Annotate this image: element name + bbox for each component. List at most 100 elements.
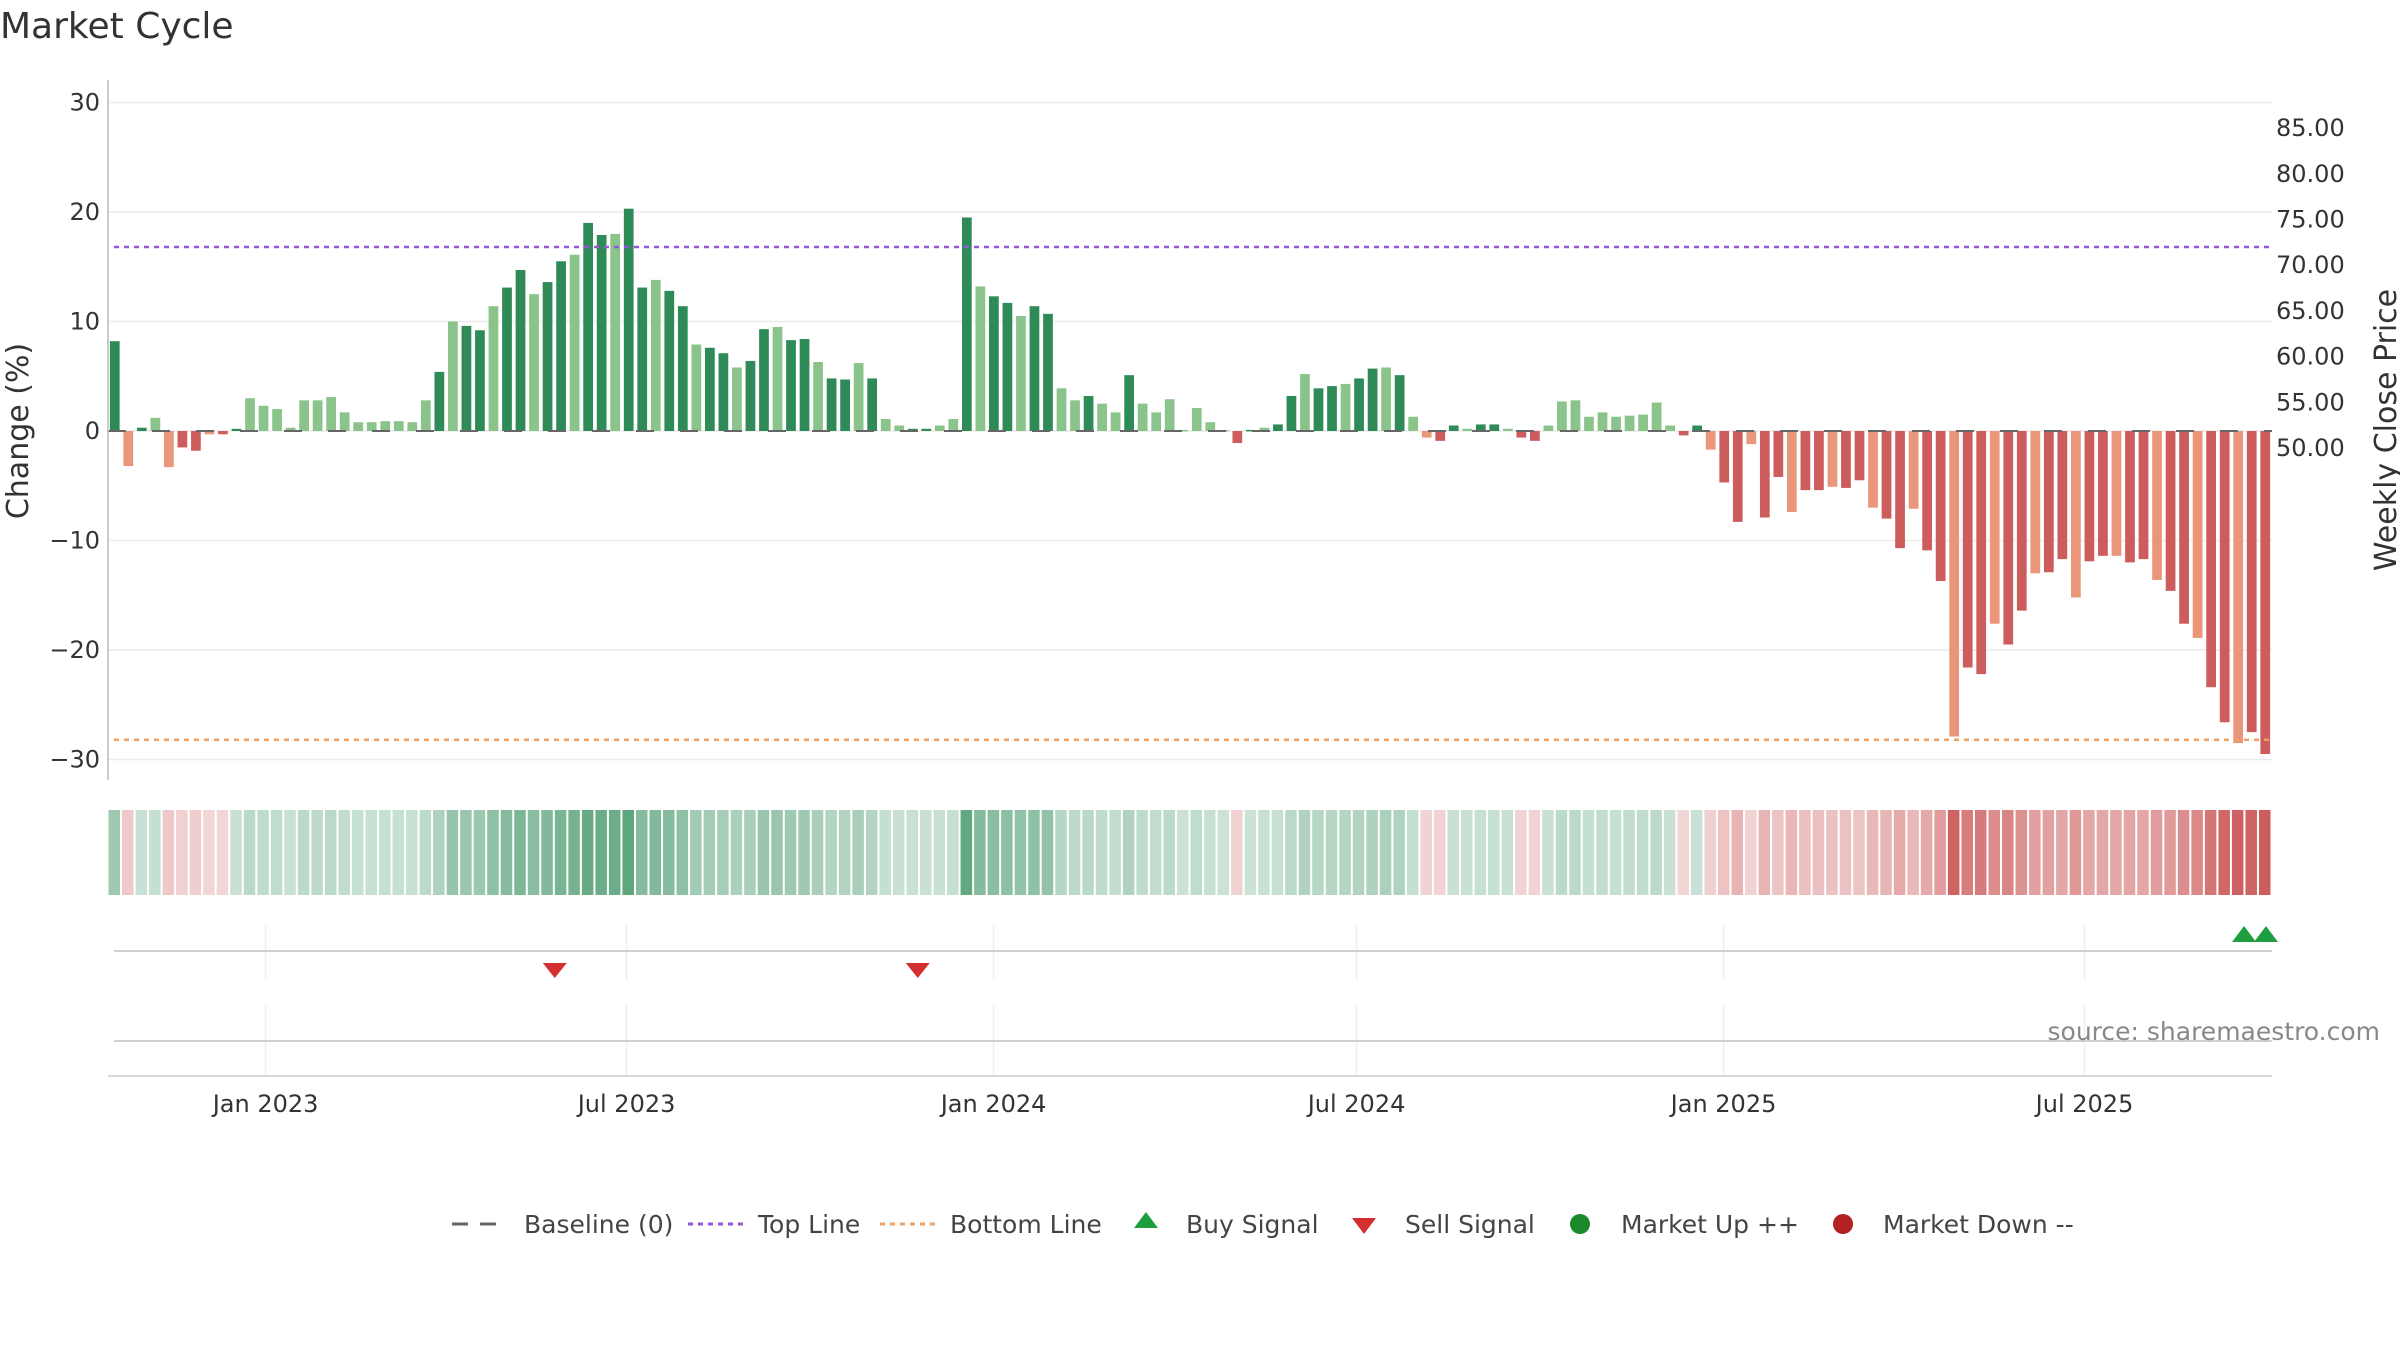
heat-cell: [257, 810, 269, 895]
legend-label-baseline: Baseline (0): [524, 1210, 673, 1239]
heat-cell: [2056, 810, 2068, 895]
axes-layer: 30 20 10 0 −10 −20 −30 85.00 80.00 75.00 70.00 65.0…: [49, 80, 2345, 1118]
heat-cell: [1596, 810, 1608, 895]
heat-cell: [203, 810, 215, 895]
y2-tick-label: 85.00: [2276, 114, 2345, 142]
legend-label-sell: Sell Signal: [1405, 1210, 1535, 1239]
bar: [867, 378, 878, 431]
heat-cell: [2137, 810, 2149, 895]
heat-cell: [2083, 810, 2095, 895]
heat-cell: [1041, 810, 1054, 895]
heat-cell: [1406, 810, 1419, 895]
bar: [475, 330, 485, 431]
heat-cell: [1569, 810, 1581, 895]
heat-cell: [1176, 810, 1189, 895]
heat-cell: [1636, 810, 1649, 895]
bar: [1097, 403, 1107, 431]
legend-item-baseline: Baseline (0): [452, 1210, 673, 1239]
bar: [191, 431, 201, 451]
y-tick-label: 30: [69, 89, 100, 117]
heat-cell: [1285, 810, 1297, 895]
heat-cell: [892, 810, 905, 895]
bar: [1408, 416, 1419, 431]
bar: [826, 378, 837, 431]
heat-cell: [1609, 810, 1622, 895]
heat-cell: [460, 810, 472, 895]
bar: [1043, 313, 1053, 431]
bar: [1543, 425, 1554, 431]
market-up-icon: [1570, 1214, 1590, 1234]
bar: [921, 428, 932, 431]
heat-cell: [663, 810, 675, 895]
heat-cell: [1907, 810, 1919, 895]
heat-cell: [527, 810, 540, 895]
heat-cell: [2110, 810, 2122, 895]
heat-cell: [1001, 810, 1013, 895]
heat-cell: [838, 810, 851, 895]
bar: [1205, 422, 1216, 431]
bar: [2165, 431, 2176, 591]
y2-tick-label: 60.00: [2276, 343, 2345, 371]
heat-cell: [1488, 810, 1500, 895]
bar: [2030, 431, 2041, 574]
bar: [1922, 431, 1932, 551]
bar: [2043, 431, 2054, 573]
heat-cell: [690, 810, 702, 895]
bar: [1191, 408, 1202, 431]
heat-cell: [920, 810, 932, 895]
heat-cell: [1447, 810, 1459, 895]
heat-cell: [1366, 810, 1378, 895]
heat-cell: [1136, 810, 1148, 895]
heat-cell: [1109, 810, 1121, 895]
bar: [529, 294, 539, 431]
heat-cell: [2123, 810, 2136, 895]
heat-cell: [622, 810, 634, 895]
bar: [1273, 424, 1283, 431]
bar: [1516, 431, 1527, 438]
heat-cell: [568, 810, 580, 895]
bar: [1489, 424, 1500, 431]
bar: [813, 362, 823, 431]
heat-cell: [2069, 810, 2082, 895]
heat-cell: [230, 810, 242, 895]
heat-cell: [1325, 810, 1338, 895]
heat-cell: [811, 810, 824, 895]
bar: [1083, 395, 1094, 431]
heat-cell: [379, 810, 391, 895]
heat-cell: [1799, 810, 1811, 895]
heat-cell: [1122, 810, 1135, 895]
legend: Baseline (0) Top Line Bottom Line Buy Si…: [452, 1210, 2074, 1239]
chart-title: Market Cycle: [0, 6, 234, 47]
bar: [786, 340, 796, 431]
heat-cell: [2231, 810, 2244, 895]
heat-cell: [1028, 810, 1040, 895]
heat-cell: [1217, 810, 1230, 895]
heat-cell: [541, 810, 553, 895]
bar: [2219, 431, 2230, 723]
bar: [650, 279, 661, 431]
bar: [1773, 431, 1784, 477]
heat-cell: [933, 810, 946, 895]
heat-cell: [406, 810, 418, 895]
heat-cell: [865, 810, 878, 895]
heat-cell: [1704, 810, 1716, 895]
heat-cell: [176, 810, 188, 895]
bar: [637, 287, 648, 431]
bar: [1584, 416, 1594, 431]
bar: [2111, 431, 2122, 556]
heat-cell: [1826, 810, 1838, 895]
heat-cell: [2042, 810, 2055, 895]
bar: [1908, 431, 1919, 509]
heat-cell: [324, 810, 337, 895]
bar: [1814, 431, 1824, 491]
bar: [461, 325, 472, 431]
bar: [1232, 431, 1243, 444]
heat-cell: [1961, 810, 1973, 895]
heat-cell: [1839, 810, 1852, 895]
bar: [299, 400, 309, 431]
heat-cell: [1433, 810, 1446, 895]
heat-cell: [216, 810, 229, 895]
heat-cell: [906, 810, 918, 895]
heat-cell: [1352, 810, 1365, 895]
legend-label-market-down: Market Down --: [1883, 1210, 2074, 1239]
